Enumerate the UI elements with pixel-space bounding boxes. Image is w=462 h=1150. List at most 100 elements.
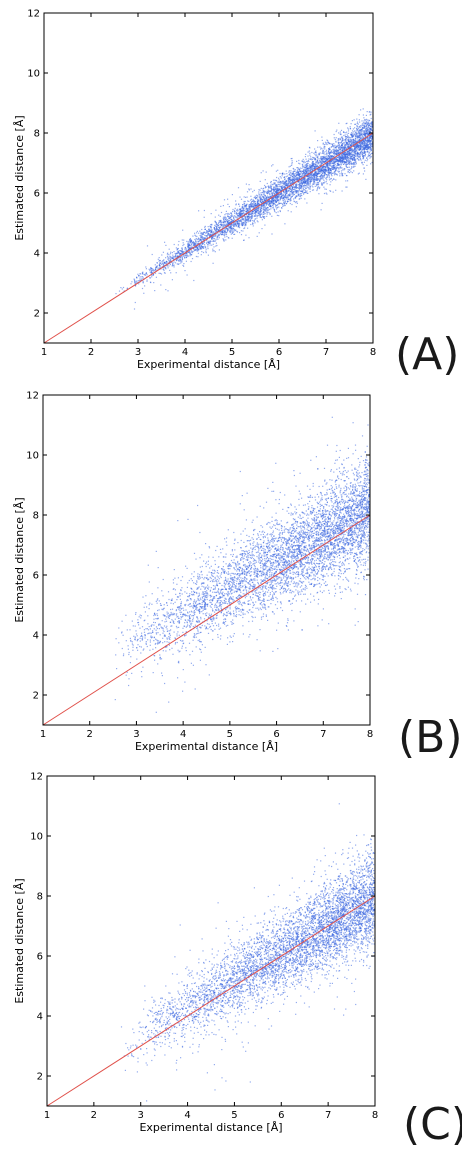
data-point [248,216,251,218]
data-point [299,177,301,179]
data-point [215,231,217,233]
data-point [371,144,373,146]
data-point [347,135,349,137]
data-point [324,157,326,159]
data-point [189,238,191,240]
data-point [248,237,250,239]
data-point [319,152,321,154]
data-point [333,167,335,169]
data-point [197,256,199,258]
data-point [201,228,203,231]
data-point [256,204,258,206]
data-point [226,231,228,233]
data-point [172,262,174,264]
data-point [322,142,324,144]
data-point [364,130,366,132]
data-point [273,198,275,200]
data-point [299,163,301,165]
data-point [231,194,233,196]
data-point [239,210,242,212]
data-point [235,203,237,205]
data-point [369,137,371,139]
data-point [311,175,313,177]
data-point [277,191,279,193]
data-point [357,153,359,155]
data-point [207,231,209,233]
data-point [327,174,329,176]
data-point [230,216,232,218]
data-point [218,237,220,239]
data-point [234,229,236,231]
data-point [347,145,349,147]
data-point [323,165,325,167]
data-point [286,190,288,192]
data-point [262,196,264,198]
data-point [368,146,370,148]
data-point [348,143,350,145]
data-point [218,214,220,216]
data-point [347,153,350,155]
data-point [231,227,233,229]
data-point [365,131,367,134]
data-point [337,141,339,143]
data-point [340,151,342,153]
data-point [289,173,291,175]
data-point [247,218,249,220]
data-point [359,148,361,150]
data-point [303,173,306,175]
data-point [369,143,371,145]
data-point [296,202,298,204]
data-point [243,210,245,212]
data-point [359,130,362,132]
data-point [351,155,354,157]
data-point [358,119,360,121]
data-point [229,222,231,224]
data-point [192,235,194,237]
data-point [359,129,361,131]
data-point [250,219,252,221]
data-point [202,246,204,248]
data-point [252,207,254,209]
data-point [253,201,255,203]
data-point [173,256,175,258]
data-point [281,188,283,190]
data-point [153,282,155,284]
data-point [370,149,372,151]
data-point [269,201,271,203]
data-point [349,151,351,153]
data-point [136,280,138,282]
data-point [158,257,160,259]
data-point [324,174,326,176]
data-point [139,279,141,281]
data-point [292,192,294,195]
data-point [359,142,361,144]
data-point [297,191,300,193]
data-point [258,191,260,193]
data-point [166,264,169,266]
data-point [195,255,197,258]
data-point [195,237,197,240]
data-point [276,194,278,197]
data-point [240,221,243,223]
data-point [184,248,186,251]
data-point [186,240,188,242]
data-point [267,201,270,203]
data-point [321,169,323,171]
data-point [294,196,296,198]
data-point [195,244,197,246]
data-point [340,164,342,166]
data-point [300,171,302,173]
data-point [316,166,318,168]
data-point [202,239,205,241]
data-point [269,186,271,188]
data-point [142,280,144,282]
data-point [344,152,346,154]
data-point [282,182,284,184]
data-point [324,172,326,175]
data-point [344,146,346,148]
data-point [272,199,274,201]
data-point [350,143,352,145]
data-point [265,197,267,199]
data-point [302,158,304,160]
data-point [316,182,318,184]
